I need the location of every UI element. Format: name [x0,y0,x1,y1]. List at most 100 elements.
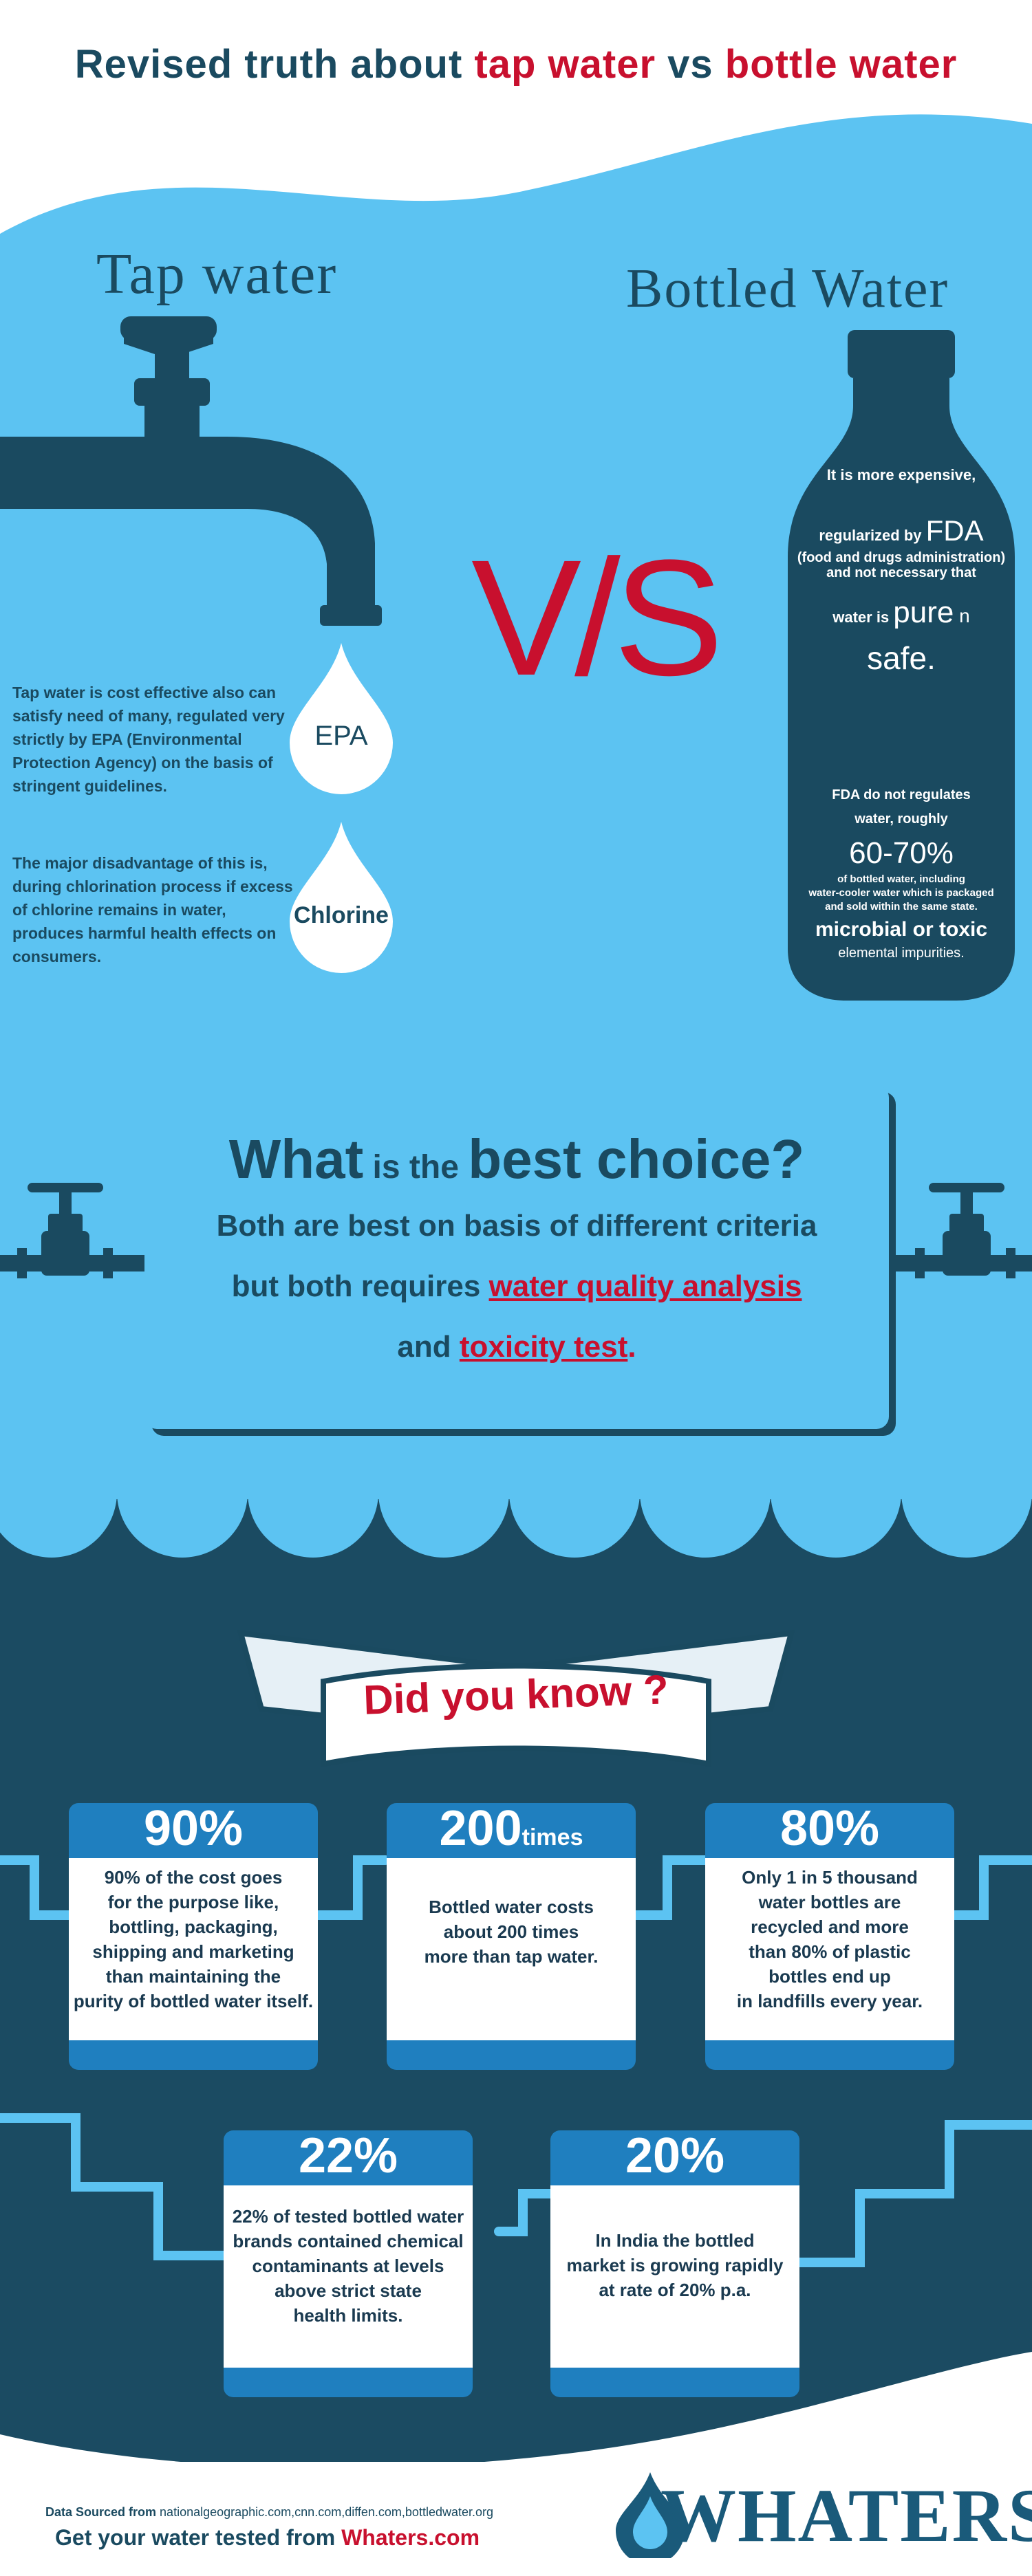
stat-2-line: Bottled water costs [429,1897,594,1917]
stat-3-line: Only 1 in 5 thousand [742,1867,918,1888]
stat-1-line: than maintaining the [105,1966,281,1987]
bottle-pure: pure [893,596,954,629]
bottled-water-title: Bottled Water [626,259,949,319]
stat-5-text: In India the bottled market is growing r… [550,2228,799,2302]
stat-3-text: Only 1 in 5 thousand water bottles are r… [705,1865,954,2013]
water-quality-analysis-link[interactable]: water quality analysis [488,1269,802,1303]
stat-3-line: than 80% of plastic [749,1941,911,1962]
best-choice-question: What is the best choice? [144,1128,889,1191]
whaters-link[interactable]: Whaters.com [341,2525,480,2550]
stat-4-line: above strict state [275,2280,422,2301]
question-part-3: best choice? [468,1128,805,1190]
stat-5-value: 20% [625,2128,725,2183]
choice-line-3: and toxicity test. [144,1330,889,1364]
stat-2-line: about 200 times [443,1921,579,1942]
left-valve-icon [0,1183,148,1278]
stat-4-line: health limits. [293,2305,403,2326]
stat-card-bg-3 [705,1803,954,2070]
stat-2-number: 200times [387,1800,636,1857]
title-part-2: tap water [474,42,656,87]
choice-line-2a: but both requires [231,1269,489,1303]
title-part-4: bottle water [724,42,958,87]
stat-1-line: purity of bottled water itself. [73,1991,314,2011]
bottle-line-4: and not necessary that [826,565,976,580]
stat-1-value: 90% [143,1801,244,1856]
bottle-line-14: elemental impurities. [838,946,965,961]
bottle-line-2: regularized by FDA [788,514,1015,547]
whaters-logo-icon [616,2472,685,2558]
versus-label: V/S [471,525,724,710]
stat-1-line: bottling, packaging, [109,1917,278,1937]
right-valve-icon [888,1183,1032,1278]
stat-2-line: more than tap water. [424,1946,599,1967]
bottle-line-11: water-cooler water which is packaged [808,887,994,899]
choice-line-3c: . [627,1330,636,1364]
stat-4-line: 22% of tested bottled water [232,2206,464,2227]
choice-line-2: but both requires water quality analysis [144,1269,889,1304]
stat-3-number: 80% [705,1800,954,1857]
data-source-note: Data Sourced from nationalgeographic.com… [45,2505,493,2520]
bottle-line-8: water, roughly [854,811,948,827]
question-part-2: is the [363,1149,469,1186]
stat-3-line: recycled and more [751,1917,909,1937]
stat-card-bg-1 [69,1803,318,2070]
bottle-line-12: and sold within the same state. [825,901,978,913]
stat-3-line: water bottles are [758,1892,901,1912]
chlorine-drop-label: Chlorine [294,902,389,928]
tap-water-title: Tap water [96,242,338,306]
stat-2-text: Bottled water costs about 200 times more… [387,1895,636,1969]
bottle-line-5: water is pure n [788,596,1015,630]
stat-5-number: 20% [550,2128,799,2184]
tap-pro-text: Tap water is cost effective also can sat… [12,684,285,795]
stat-4-text: 22% of tested bottled water brands conta… [224,2204,473,2328]
stat-4-line: contaminants at levels [252,2256,444,2276]
bottle-line-1: It is more expensive, [826,466,976,483]
stat-1-line: 90% of the cost goes [104,1867,283,1888]
stat-1-line: for the purpose like, [107,1892,279,1912]
stat-4-number: 22% [224,2128,473,2184]
faucet-icon [0,316,382,626]
bottle-line-3: (food and drugs administration) [797,550,1006,565]
question-part-1: What [228,1128,364,1190]
stat-2-suffix: times [522,1824,583,1851]
bottle-line-13: microbial or toxic [815,918,988,941]
stat-4-line: brands contained chemical [233,2231,464,2251]
choice-line-1: Both are best on basis of different crit… [216,1209,817,1243]
did-you-know-banner [237,1630,795,1767]
connector-pipes [0,1855,1032,2267]
bottle-line-5c: n [954,605,970,626]
bottle-fda: FDA [925,514,984,547]
bottle-line-2a: regularized by [819,527,926,544]
bottle-line-5a: water is [832,609,894,626]
cta-text: Get your water tested from [55,2525,342,2550]
source-label: Data Sourced from [45,2505,160,2519]
stat-3-line: in landfills every year. [736,1991,923,2011]
stat-1-number: 90% [69,1800,318,1857]
stat-1-text: 90% of the cost goes for the purpose lik… [69,1865,318,2013]
tap-con-text: The major disadvantage of this is, durin… [12,854,293,965]
stat-3-line: bottles end up [768,1966,891,1987]
epa-drop-label: EPA [314,721,368,751]
title-part-1: Revised truth about [74,42,475,87]
page-title: Revised truth about tap water vs bottle … [0,41,1032,87]
bottle-line-7: FDA do not regulates [832,787,971,803]
choice-line-3a: and [397,1330,460,1364]
stat-3-value: 80% [780,1801,880,1856]
stat-4-value: 22% [298,2128,398,2183]
stat-card-bg-2 [387,1803,636,2070]
chlorine-drop-icon [290,822,393,973]
whaters-brand-name: WHATERS [660,2474,1032,2557]
stat-card-bg-4 [224,2130,473,2397]
best-choice-panel: What is the best choice? Both are best o… [144,1085,889,1429]
toxicity-test-link[interactable]: toxicity test [459,1330,628,1364]
source-value: nationalgeographic.com,cnn.com,diffen.co… [160,2505,494,2519]
stat-card-bg-5 [550,2130,799,2397]
bottle-icon [788,330,1015,1001]
stat-5-line: In India the bottled [595,2230,755,2251]
footer-call-to-action: Get your water tested from Whaters.com [55,2525,480,2551]
stat-2-value: 200 [439,1801,522,1856]
stat-1-line: shipping and marketing [92,1941,294,1962]
epa-drop-icon [290,643,393,794]
bottle-line-10: of bottled water, including [837,873,965,885]
bottle-safe: safe. [867,640,936,676]
